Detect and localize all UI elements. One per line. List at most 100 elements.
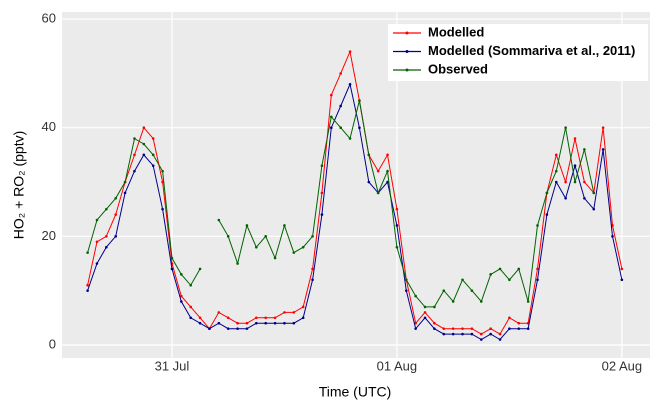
point	[573, 164, 577, 168]
y-tick-label: 40	[42, 119, 56, 134]
point	[320, 213, 324, 216]
point	[545, 213, 549, 216]
legend-swatch-point	[405, 68, 409, 72]
point	[283, 224, 286, 227]
point	[433, 305, 436, 309]
point	[554, 180, 558, 184]
point	[189, 316, 192, 320]
point	[592, 207, 596, 211]
point	[564, 197, 567, 200]
point	[161, 169, 164, 173]
point	[208, 327, 211, 330]
point	[123, 180, 127, 184]
point	[236, 321, 239, 325]
point	[536, 278, 539, 282]
point	[95, 262, 99, 265]
point	[451, 300, 455, 303]
point	[442, 289, 446, 292]
point	[330, 126, 333, 129]
point	[311, 235, 314, 238]
point	[273, 316, 277, 320]
point	[508, 316, 511, 320]
point	[189, 305, 192, 309]
point	[564, 180, 567, 184]
point	[245, 224, 249, 227]
point	[508, 278, 511, 282]
point	[592, 191, 596, 195]
point	[470, 289, 474, 292]
point	[611, 235, 614, 238]
point	[423, 316, 427, 320]
point	[376, 191, 380, 195]
point	[564, 126, 567, 129]
legend-swatch-point	[405, 50, 409, 53]
point	[189, 283, 192, 287]
point	[536, 267, 539, 271]
point	[517, 267, 521, 271]
point	[583, 180, 586, 184]
point	[95, 218, 99, 222]
point	[86, 251, 89, 254]
point	[264, 321, 267, 325]
point	[339, 104, 342, 108]
point	[217, 311, 221, 314]
point	[292, 321, 296, 325]
x-tick-label: 02 Aug	[602, 358, 643, 373]
point	[498, 332, 502, 336]
point	[142, 142, 146, 146]
point	[498, 267, 502, 271]
point	[583, 148, 586, 151]
point	[236, 327, 239, 330]
point	[151, 137, 155, 140]
point	[526, 300, 530, 303]
point	[292, 251, 296, 254]
point	[142, 153, 146, 157]
point	[180, 300, 183, 303]
point	[245, 321, 249, 325]
point	[301, 245, 305, 249]
point	[404, 278, 408, 282]
x-tick-label: 31 Jul	[155, 358, 190, 373]
point	[386, 180, 389, 184]
point	[367, 180, 371, 184]
legend-label: Modelled (Sommariva et al., 2011)	[428, 43, 635, 58]
point	[414, 294, 417, 298]
point	[133, 137, 136, 140]
point	[358, 126, 361, 129]
point	[386, 153, 389, 157]
point	[348, 137, 352, 140]
point	[226, 235, 230, 238]
point	[545, 191, 549, 195]
point	[489, 273, 492, 276]
point	[320, 164, 324, 168]
point	[442, 327, 446, 330]
point	[508, 327, 511, 330]
point	[198, 316, 202, 320]
point	[461, 332, 464, 336]
point	[433, 321, 436, 325]
point	[601, 126, 605, 129]
point	[311, 278, 314, 282]
point	[498, 338, 502, 341]
point	[180, 294, 183, 298]
point	[536, 224, 539, 227]
point	[367, 153, 371, 157]
point	[133, 153, 136, 157]
point	[423, 311, 427, 314]
point	[86, 283, 89, 287]
point	[339, 72, 342, 75]
point	[114, 197, 118, 200]
point	[395, 224, 399, 227]
point	[404, 289, 408, 292]
point	[283, 321, 286, 325]
point	[301, 305, 305, 309]
x-axis-title: Time (UTC)	[319, 384, 392, 400]
point	[245, 327, 249, 330]
y-tick-label: 0	[49, 336, 56, 351]
point	[105, 245, 108, 249]
point	[376, 169, 380, 173]
point	[479, 338, 483, 341]
y-axis-title: HO₂ + RO₂ (pptv)	[11, 131, 27, 240]
point	[311, 267, 314, 271]
point	[114, 235, 118, 238]
